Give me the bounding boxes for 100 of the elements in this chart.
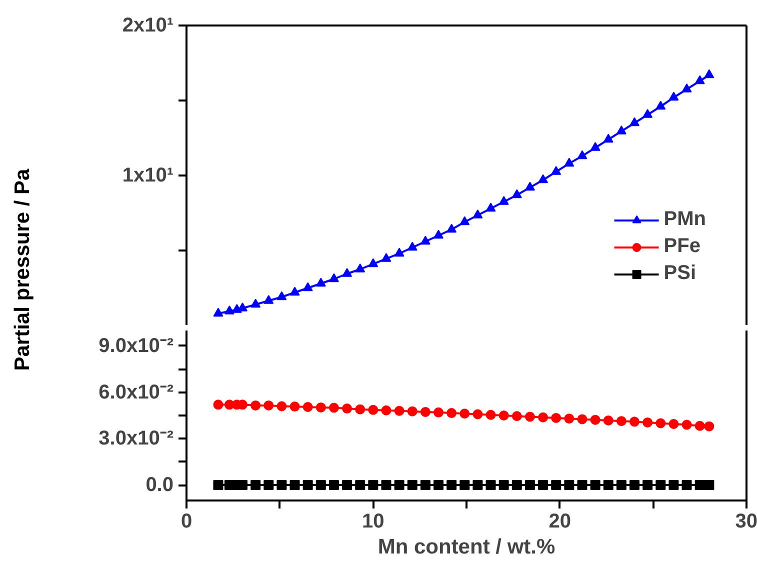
point (302, 282, 313, 292)
point (656, 480, 666, 490)
point (342, 404, 352, 414)
point (642, 417, 653, 428)
point (434, 480, 444, 490)
point (551, 166, 562, 175)
point (434, 230, 444, 239)
point (704, 480, 714, 490)
point (250, 480, 261, 490)
point (407, 242, 418, 251)
point (472, 210, 483, 218)
point (420, 406, 430, 417)
point (213, 480, 224, 490)
legend-label: PSi (664, 262, 696, 285)
point (616, 480, 626, 490)
x-tick-label: 20 (548, 510, 571, 532)
point (538, 174, 548, 184)
point (486, 480, 496, 490)
point (302, 402, 313, 412)
point (328, 402, 339, 413)
point (512, 189, 522, 198)
point (538, 480, 548, 490)
point (290, 286, 300, 296)
point (368, 404, 378, 415)
point (498, 196, 509, 205)
point (603, 134, 614, 143)
point (460, 408, 470, 419)
point (512, 480, 522, 490)
point (328, 480, 339, 490)
point (355, 404, 366, 414)
point (213, 400, 224, 410)
point (316, 402, 326, 412)
point (577, 150, 588, 160)
point (290, 402, 300, 412)
y-axis-title: Partial pressure / Pa (11, 168, 34, 371)
x-tick-label: 0 (180, 510, 192, 532)
point (264, 400, 274, 410)
point (564, 158, 574, 167)
point (486, 410, 496, 420)
point (328, 273, 339, 282)
point (434, 407, 444, 418)
point (590, 480, 600, 490)
point (276, 401, 287, 412)
y-tick-label: 6.0x10⁻² (98, 381, 174, 404)
point (668, 92, 679, 101)
point (538, 412, 548, 422)
point (642, 480, 653, 490)
point (460, 216, 470, 226)
point (616, 126, 626, 134)
point (460, 480, 470, 490)
point (446, 224, 457, 233)
point (512, 411, 522, 422)
legend-label: PMn (664, 208, 706, 231)
point (498, 480, 509, 490)
point (302, 480, 313, 490)
y-tick-label: 9.0x10⁻² (98, 334, 174, 357)
point (342, 268, 352, 277)
point (394, 248, 404, 257)
point (316, 480, 326, 490)
point (564, 480, 574, 490)
point (368, 258, 378, 268)
point (290, 480, 300, 490)
point (381, 405, 392, 416)
point (368, 480, 378, 490)
x-tick-label: 10 (362, 510, 384, 532)
point (616, 416, 626, 426)
point (564, 414, 574, 424)
point (682, 420, 692, 430)
x-tick-label: 30 (735, 510, 757, 532)
point (551, 480, 562, 490)
point (238, 302, 248, 312)
point (656, 100, 666, 110)
point (524, 182, 535, 191)
y-tick-label: 0.0 (146, 474, 174, 496)
point (642, 109, 653, 118)
point (668, 419, 679, 429)
legend-label: PFe (664, 235, 700, 258)
point (420, 236, 430, 245)
point (355, 480, 366, 490)
point (213, 308, 224, 317)
point (407, 480, 418, 490)
point (694, 420, 705, 431)
point (486, 202, 496, 212)
point (630, 416, 640, 427)
point (694, 75, 705, 84)
point (704, 69, 714, 78)
point (381, 480, 392, 490)
point (394, 480, 404, 490)
point (276, 291, 287, 300)
x-axis-title: Mn content / wt.% (378, 536, 556, 558)
point (694, 480, 705, 490)
point (446, 480, 457, 490)
point (551, 412, 562, 423)
y-tick-label: 3.0x10⁻² (98, 428, 174, 450)
point (264, 295, 274, 304)
point (224, 306, 234, 314)
point (656, 418, 666, 428)
point (250, 400, 261, 410)
point (590, 142, 600, 151)
point (250, 298, 261, 308)
